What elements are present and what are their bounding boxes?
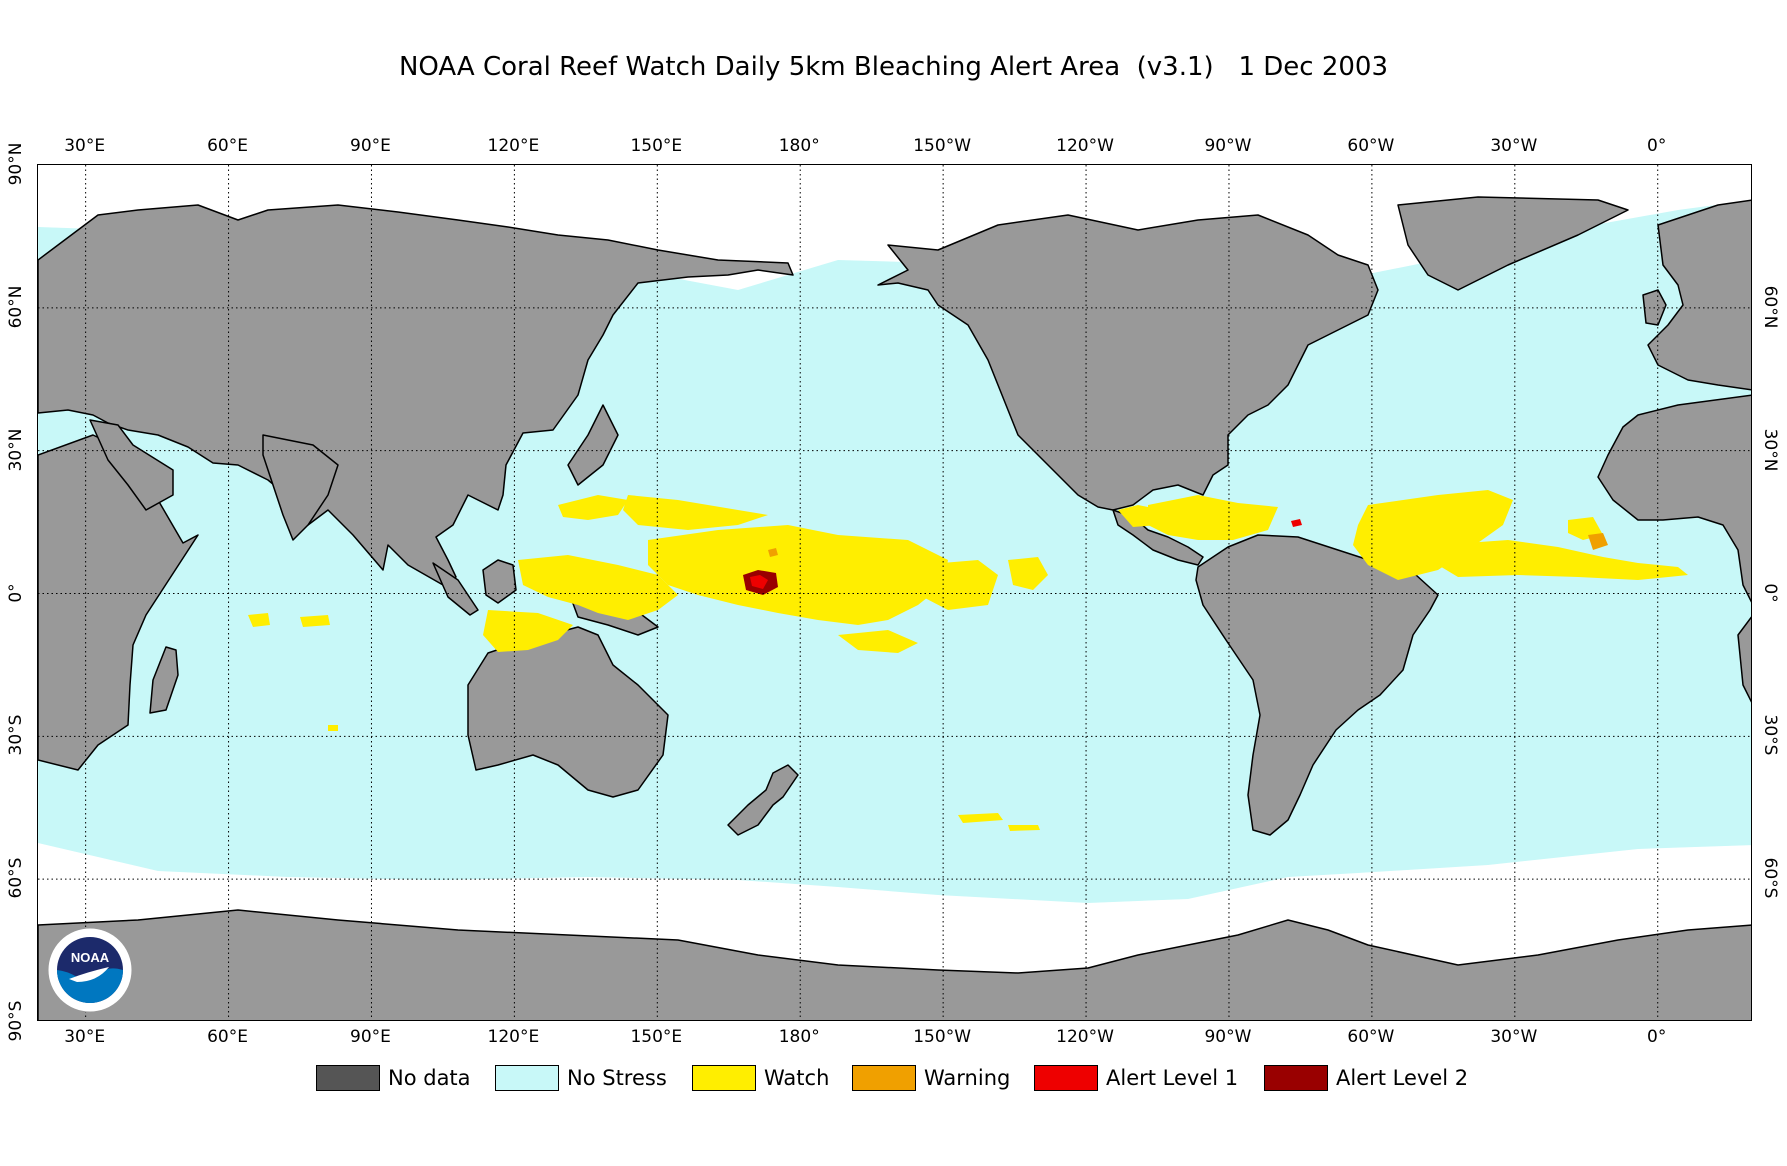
lon-tick-label-top: 60°W (1347, 136, 1395, 156)
lon-tick-label-top: 30°W (1490, 136, 1538, 156)
lat-tick-label-right: 30°N (1760, 428, 1780, 472)
lon-tick-label-bottom: 60°W (1347, 1027, 1395, 1047)
legend-item: Alert Level 1 (1034, 1063, 1238, 1093)
land-antarctica (38, 909, 1751, 1020)
land-borneo (482, 559, 517, 604)
legend-swatch (1034, 1065, 1098, 1091)
legend-label: Alert Level 2 (1336, 1066, 1469, 1090)
watch-area (958, 813, 1003, 823)
watch-area (1008, 557, 1048, 590)
warning-area (768, 548, 778, 557)
lat-tick-label-left: 30°S (6, 714, 26, 756)
alert1-area (1291, 519, 1302, 527)
map-canvas (38, 165, 1751, 1020)
watch-area (648, 525, 948, 625)
legend-item: Warning (852, 1063, 1010, 1093)
alert1-area (750, 575, 768, 589)
lon-tick-label-top: 30°E (64, 136, 106, 156)
watch-area (918, 560, 998, 610)
lon-tick-label-bottom: 120°E (487, 1027, 540, 1047)
legend-item: Watch (692, 1063, 829, 1093)
legend-label: No data (388, 1066, 471, 1090)
lon-tick-label-bottom: 30°W (1490, 1027, 1538, 1047)
land-madagascar (149, 646, 179, 714)
watch-area (1148, 495, 1278, 540)
land-india (262, 434, 339, 541)
lat-tick-label-right: 0° (1760, 582, 1780, 603)
lon-tick-label-top: 90°W (1204, 136, 1252, 156)
watch-area (623, 495, 768, 530)
svg-text:NOAA: NOAA (71, 950, 110, 965)
map-frame[interactable] (37, 164, 1752, 1021)
alert-layer (248, 490, 1688, 831)
lon-tick-label-bottom: 120°W (1056, 1027, 1114, 1047)
legend-item: No data (316, 1063, 471, 1093)
lon-tick-label-top: 150°W (913, 136, 972, 156)
land-europe (1647, 199, 1751, 391)
noaa-logo-icon: NOAA (47, 927, 133, 1013)
legend-label: Warning (924, 1066, 1011, 1090)
land-layer (38, 196, 1751, 1020)
lon-tick-label-bottom: 60°E (207, 1027, 248, 1047)
land-greenland (1397, 196, 1629, 291)
watch-area (300, 615, 330, 627)
land-south-america (1195, 534, 1439, 836)
land-arabia (89, 419, 174, 511)
lon-tick-label-top: 120°W (1056, 136, 1114, 156)
watch-area (838, 630, 918, 653)
watch-area (248, 613, 270, 627)
land-west-africa (1597, 394, 1751, 603)
lon-tick-label-bottom: 30°E (64, 1027, 106, 1047)
legend-label: No Stress (567, 1066, 667, 1090)
lon-tick-label-top: 180° (778, 136, 820, 156)
land-southern-africa (1737, 616, 1751, 703)
legend: No data No Stress Watch Warning Alert Level … (0, 1063, 1787, 1093)
lat-tick-label-left: 0° (6, 582, 26, 603)
warning-area (1588, 533, 1608, 550)
land-sumatra (432, 562, 479, 616)
watch-area (558, 495, 628, 520)
land-japan (567, 404, 619, 486)
lon-tick-label-top: 90°E (350, 136, 391, 156)
watch-area (1353, 490, 1513, 580)
lat-tick-label-left: 60°S (6, 857, 26, 899)
watch-area (328, 725, 338, 731)
lat-tick-label-right: 30°S (1760, 714, 1780, 756)
lon-tick-label-bottom: 90°E (350, 1027, 391, 1047)
map-title: NOAA Coral Reef Watch Daily 5km Bleachin… (398, 52, 1389, 82)
lat-tick-label-left: 60°N (6, 285, 26, 329)
lon-tick-label-top: 150°E (630, 136, 683, 156)
lon-tick-label-bottom: 180° (778, 1027, 820, 1047)
lon-tick-label-top: 60°E (207, 136, 248, 156)
land-australia (467, 626, 669, 798)
land-new-zealand (727, 764, 799, 836)
watch-area (483, 610, 573, 652)
legend-label: Watch (764, 1066, 830, 1090)
land-north-america (877, 214, 1379, 511)
watch-area (1438, 540, 1688, 580)
legend-swatch (852, 1065, 916, 1091)
lat-tick-label-right: 60°N (1760, 285, 1780, 329)
legend-item: No Stress (495, 1063, 667, 1093)
lat-tick-label-left: 90°S (6, 1000, 26, 1042)
lon-tick-label-bottom: 0° (1647, 1027, 1667, 1047)
lon-tick-label-bottom: 150°E (630, 1027, 683, 1047)
lat-tick-label-right: 60°S (1760, 857, 1780, 899)
legend-item: Alert Level 2 (1264, 1063, 1468, 1093)
legend-swatch (1264, 1065, 1328, 1091)
watch-area (518, 555, 678, 620)
legend-swatch (495, 1065, 559, 1091)
legend-swatch (692, 1065, 756, 1091)
graticule (38, 165, 1751, 1020)
lon-tick-label-top: 0° (1647, 136, 1667, 156)
legend-swatch (316, 1065, 380, 1091)
lon-tick-label-bottom: 150°W (913, 1027, 972, 1047)
lon-tick-label-top: 120°E (487, 136, 540, 156)
lon-tick-label-bottom: 90°W (1204, 1027, 1252, 1047)
watch-area (1008, 825, 1040, 831)
legend-label: Alert Level 1 (1106, 1066, 1239, 1090)
lat-tick-label-left: 30°N (6, 428, 26, 472)
lat-tick-label-left: 90°N (6, 142, 26, 186)
